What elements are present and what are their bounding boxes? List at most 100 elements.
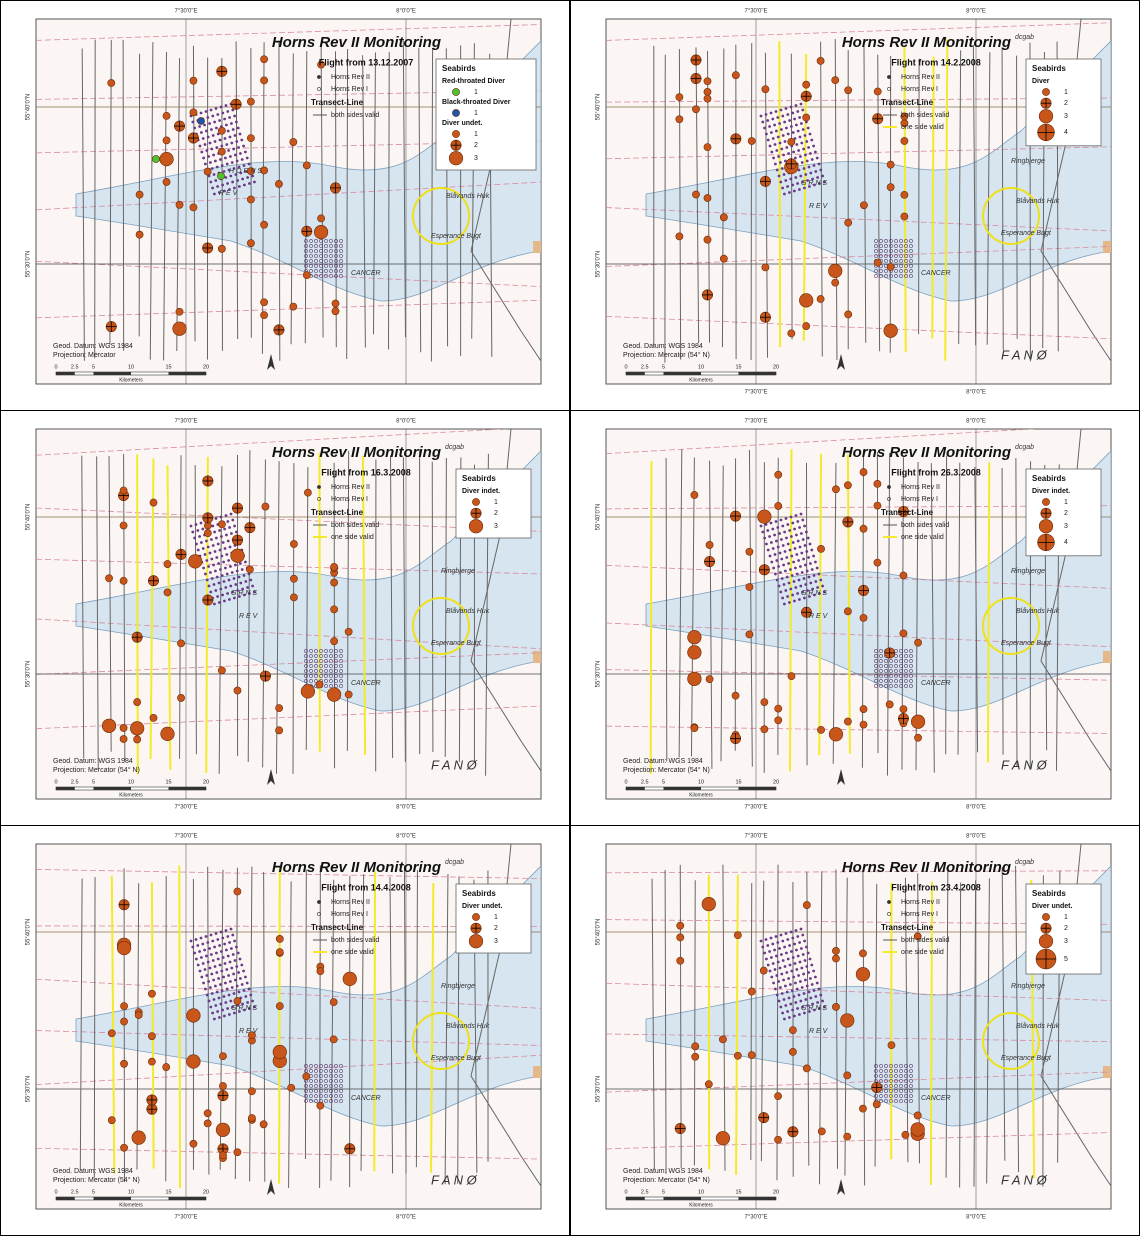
bird: [130, 722, 144, 736]
bird: [676, 116, 683, 123]
turbine-hr2: [224, 1001, 227, 1004]
bird: [120, 1018, 127, 1025]
turbine-hr2: [775, 110, 778, 113]
turbine-hr2: [233, 1012, 236, 1015]
legend-symbol: [472, 498, 479, 505]
turbine-hr2: [235, 965, 238, 968]
bird: [761, 726, 768, 733]
bird: [248, 1088, 255, 1095]
grid-label: 7°30'0"E: [744, 9, 767, 15]
turbine-hr2: [214, 179, 217, 182]
place-label: H O R N S: [229, 168, 262, 175]
bird: [331, 563, 338, 570]
bird: [803, 322, 810, 329]
turbine-hr2: [208, 1000, 211, 1003]
legend-label: 2: [1064, 510, 1068, 517]
scale-label: 5: [662, 1189, 665, 1195]
bird: [845, 219, 852, 226]
scale-label: 20: [203, 364, 209, 370]
bird: [173, 322, 187, 336]
turbine-hr2: [770, 956, 773, 959]
legend-symbol: [469, 934, 483, 948]
transect: [279, 867, 280, 1184]
legend-label: 1: [474, 110, 478, 117]
turbine-hr2: [781, 115, 784, 118]
bird: [817, 545, 824, 552]
turbine-hr2: [775, 935, 778, 938]
grid-label: 8°0'0"E: [396, 419, 416, 425]
key-label: Horns Rev I: [331, 496, 368, 503]
map-title: Horns Rev II Monitoring: [272, 34, 441, 51]
place-label: G R N S: [801, 590, 827, 597]
key-label: Horns Rev I: [901, 496, 938, 503]
bird: [746, 631, 753, 638]
turbine-hr2: [792, 561, 795, 564]
turbine-hr2: [783, 173, 786, 176]
scale-bar: [169, 787, 207, 790]
turbine-hr2: [760, 115, 763, 118]
turbine-hr2: [221, 574, 224, 577]
place-label: CANCER: [351, 270, 381, 277]
turbine-hr2: [193, 537, 196, 540]
turbine-hr2: [215, 537, 218, 540]
map-title: Horns Rev II Monitoring: [842, 34, 1011, 51]
turbine-hr2: [804, 134, 807, 137]
map: Blåvands HukRingbjergeEsperance BugtCANC…: [571, 1, 1139, 410]
place-label: G R N S: [231, 1005, 257, 1012]
land: [533, 1066, 545, 1078]
bird: [190, 77, 197, 84]
turbine-hr2: [209, 161, 212, 164]
bird: [135, 1011, 142, 1018]
turbine-hr2: [806, 985, 809, 988]
turbine-hr2: [798, 188, 801, 191]
turbine-hr2: [244, 580, 247, 583]
turbine-hr2: [207, 136, 210, 139]
turbine-hr2: [795, 143, 798, 146]
grid-label: 7°30'0"E: [744, 390, 767, 396]
turbine-hr2: [774, 553, 777, 556]
turbine-hr2: [205, 974, 208, 977]
turbine-hr2: [214, 140, 217, 143]
turbine-hr2: [809, 997, 812, 1000]
turbine-hr2: [237, 146, 240, 149]
bird: [914, 639, 921, 646]
key-label: one side valid: [901, 124, 944, 131]
bird: [204, 1110, 211, 1117]
grid-label: 7°30'0"E: [744, 1215, 767, 1221]
turbine-hr2: [201, 943, 204, 946]
turbine-hr2: [798, 1013, 801, 1016]
turbine-hr2: [200, 131, 203, 134]
turbine-hr2: [233, 115, 236, 118]
turbine-hr2: [775, 559, 778, 562]
turbine-hr2: [765, 133, 768, 136]
turbine-hr2: [806, 160, 809, 163]
datum: Geod. Datum: WGS 1984: [53, 1168, 133, 1175]
turbine-hr2: [814, 995, 817, 998]
transect: [779, 41, 780, 347]
grid-label: 8°0'0"E: [966, 419, 986, 425]
turbine-hr2: [777, 961, 780, 964]
turbine-hr2: [770, 112, 773, 115]
turbine-hr2: [788, 997, 791, 1000]
turbine-hr2: [196, 529, 199, 532]
bird: [817, 295, 824, 302]
legend-group: Black-throated Diver: [442, 99, 511, 106]
turbine-hr2: [211, 940, 214, 943]
grid-label: 7°30'0"E: [174, 834, 197, 840]
turbine-hr2: [796, 520, 799, 523]
turbine-hr2: [243, 184, 246, 187]
turbine-hr2: [216, 938, 219, 941]
turbine-hr2: [225, 534, 228, 537]
turbine-hr2: [233, 597, 236, 600]
turbine-hr2: [236, 985, 239, 988]
turbine-hr2: [803, 992, 806, 995]
turbine-hr2: [786, 595, 789, 598]
scale-label: 2.5: [641, 1189, 649, 1195]
turbine-hr2: [795, 949, 798, 952]
legend-symbol: [452, 88, 459, 95]
turbine-hr2: [799, 1000, 802, 1003]
bird: [163, 137, 170, 144]
scale-label: 10: [698, 1189, 704, 1195]
turbine-hr2: [768, 125, 771, 128]
turbine-hr2: [797, 540, 800, 543]
